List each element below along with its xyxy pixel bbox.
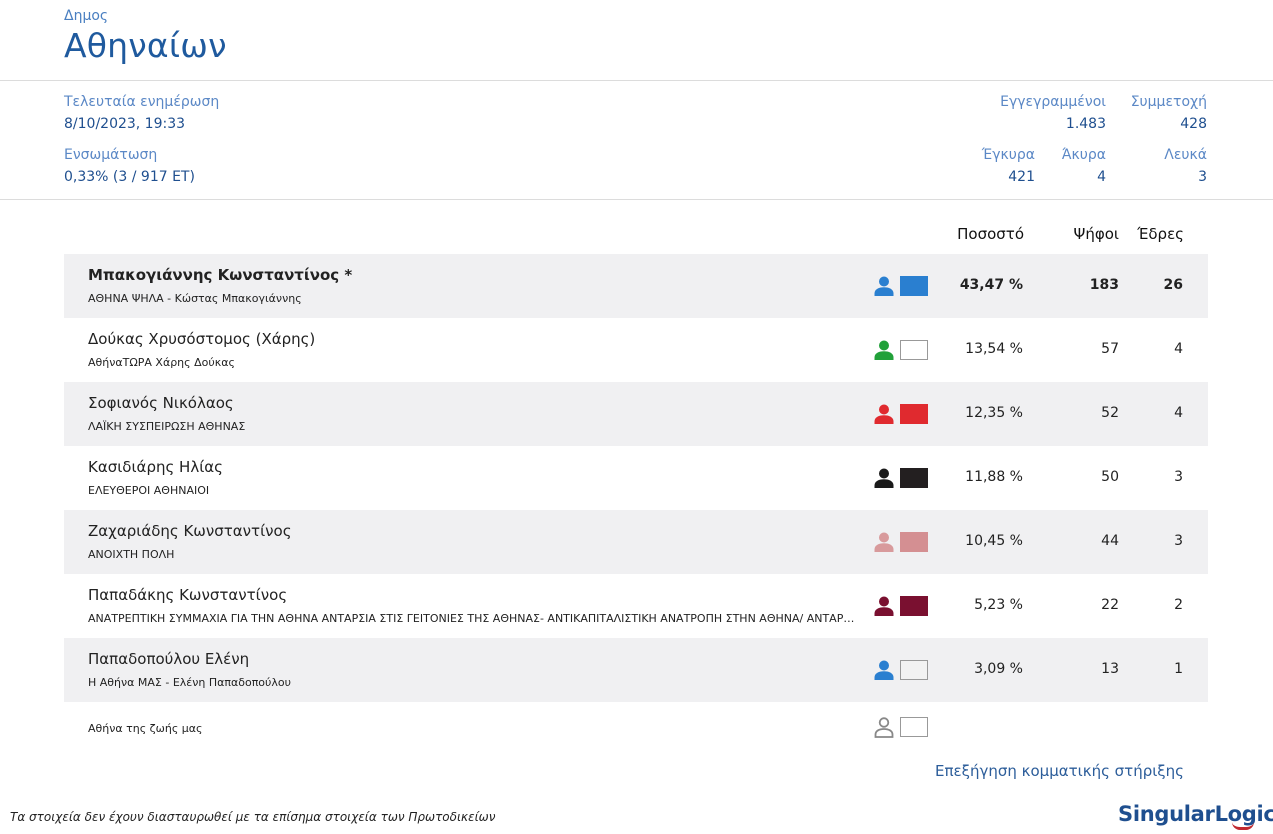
party-name: ΑΘΗΝΑ ΨΗΛΑ - Κώστας Μπακογιάννης <box>88 292 302 305</box>
party-name: Αθήνα της ζωής μας <box>88 722 203 735</box>
column-header-seats: Έδρες <box>1137 225 1184 243</box>
integration-value: 0,33% (3 / 917 ΕΤ) <box>64 169 195 185</box>
candidate-name: Ζαχαριάδης Κωνσταντίνος <box>88 522 292 540</box>
party-color-swatch <box>900 468 928 488</box>
divider <box>0 199 1273 200</box>
seats-value: 26 <box>1163 277 1183 293</box>
percent-value: 5,23 % <box>974 597 1023 613</box>
person-icon <box>872 715 896 739</box>
percent-value: 3,09 % <box>974 661 1023 677</box>
person-icon <box>872 530 896 554</box>
municipality-header: Δημος Αθηναίων <box>64 8 227 65</box>
valid-value: 421 <box>1008 169 1035 185</box>
candidate-name: Παπαδοπούλου Ελένη <box>88 650 250 668</box>
result-row[interactable]: Μπακογιάννης Κωνσταντίνος * ΑΘΗΝΑ ΨΗΛΑ - … <box>64 254 1208 318</box>
seats-value: 4 <box>1174 405 1183 421</box>
result-row[interactable]: Παπαδοπούλου Ελένη Η Αθήνα ΜΑΣ - Ελένη Πα… <box>64 638 1208 702</box>
votes-value: 44 <box>1101 533 1119 549</box>
votes-value: 183 <box>1089 277 1119 293</box>
percent-value: 11,88 % <box>965 469 1023 485</box>
person-icon <box>872 402 896 426</box>
registered-label: Εγγεγραμμένοι <box>1000 94 1106 110</box>
column-header-percent: Ποσοστό <box>957 225 1024 243</box>
party-name: ΕΛΕΥΘΕΡΟΙ ΑΘΗΝΑΙΟΙ <box>88 484 210 497</box>
result-row[interactable]: Παπαδάκης Κωνσταντίνος ΑΝΑΤΡΕΠΤΙΚΗ ΣΥΜΜΑΧ… <box>64 574 1208 638</box>
valid-label: Έγκυρα <box>981 147 1035 163</box>
invalid-label: Άκυρα <box>1061 147 1106 163</box>
integration-label: Ενσωμάτωση <box>64 147 158 163</box>
party-name: Η Αθήνα ΜΑΣ - Ελένη Παπαδοπούλου <box>88 676 292 689</box>
party-name: ΛΑΪΚΗ ΣΥΣΠΕΙΡΩΣΗ ΑΘΗΝΑΣ <box>88 420 246 433</box>
result-row[interactable]: Ζαχαριάδης Κωνσταντίνος ΑΝΟΙΧΤΗ ΠΟΛΗ 10,45… <box>64 510 1208 574</box>
party-name: ΑΝΟΙΧΤΗ ΠΟΛΗ <box>88 548 175 561</box>
seats-value: 3 <box>1174 533 1183 549</box>
percent-value: 12,35 % <box>965 405 1023 421</box>
blank-value: 3 <box>1198 169 1207 185</box>
seats-value: 3 <box>1174 469 1183 485</box>
person-icon <box>872 466 896 490</box>
candidate-name: Σοφιανός Νικόλαος <box>88 394 234 412</box>
votes-value: 57 <box>1101 341 1119 357</box>
result-row[interactable]: Σοφιανός Νικόλαος ΛΑΪΚΗ ΣΥΣΠΕΙΡΩΣΗ ΑΘΗΝΑΣ… <box>64 382 1208 446</box>
registered-value: 1.483 <box>1065 116 1106 132</box>
percent-value: 43,47 % <box>959 277 1023 293</box>
person-icon <box>872 274 896 298</box>
percent-value: 10,45 % <box>965 533 1023 549</box>
party-color-swatch <box>900 340 928 360</box>
disclaimer-text: Τα στοιχεία δεν έχουν διασταυρωθεί με τα… <box>10 810 496 824</box>
votes-value: 52 <box>1101 405 1119 421</box>
seats-value: 1 <box>1174 661 1183 677</box>
person-icon <box>872 658 896 682</box>
logo-swoosh-icon <box>1232 822 1254 830</box>
singularlogic-logo: SingularLogic <box>1118 802 1273 830</box>
votes-value: 13 <box>1101 661 1119 677</box>
party-color-swatch <box>900 717 928 737</box>
person-icon <box>872 338 896 362</box>
party-color-swatch <box>900 404 928 424</box>
votes-value: 22 <box>1101 597 1119 613</box>
party-name: ΑθήναΤΩΡΑ Χάρης Δούκας <box>88 356 235 369</box>
divider <box>0 80 1273 81</box>
municipality-kind: Δημος <box>64 8 109 24</box>
person-icon <box>872 594 896 618</box>
result-row[interactable]: Δούκας Χρυσόστομος (Χάρης) ΑθήναΤΩΡΑ Χάρη… <box>64 318 1208 382</box>
party-color-swatch <box>900 276 928 296</box>
votes-value: 50 <box>1101 469 1119 485</box>
column-header-votes: Ψήφοι <box>1073 225 1119 243</box>
seats-value: 2 <box>1174 597 1183 613</box>
municipality-name: Αθηναίων <box>64 26 227 65</box>
party-color-swatch <box>900 596 928 616</box>
last-update-value: 8/10/2023, 19:33 <box>64 116 186 132</box>
seats-value: 4 <box>1174 341 1183 357</box>
result-row[interactable]: Αθήνα της ζωής μας <box>64 702 1208 752</box>
turnout-label: Συμμετοχή <box>1130 94 1207 110</box>
last-update-label: Τελευταία ενημέρωση <box>64 94 220 110</box>
invalid-value: 4 <box>1097 169 1106 185</box>
percent-value: 13,54 % <box>965 341 1023 357</box>
party-color-swatch <box>900 660 928 680</box>
candidate-name: Μπακογιάννης Κωνσταντίνος * <box>88 266 353 284</box>
party-name: ΑΝΑΤΡΕΠΤΙΚΗ ΣΥΜΜΑΧΙΑ ΓΙΑ ΤΗΝ ΑΘΗΝΑ ΑΝΤΑΡ… <box>88 612 856 625</box>
party-support-explanation-link[interactable]: Επεξήγηση κομματικής στήριξης <box>935 762 1184 780</box>
blank-label: Λευκά <box>1164 147 1207 163</box>
turnout-value: 428 <box>1180 116 1207 132</box>
logo-text-singular: Singular <box>1118 802 1215 826</box>
party-color-swatch <box>900 532 928 552</box>
candidate-name: Παπαδάκης Κωνσταντίνος <box>88 586 288 604</box>
candidate-name: Δούκας Χρυσόστομος (Χάρης) <box>88 330 316 348</box>
result-row[interactable]: Κασιδιάρης Ηλίας ΕΛΕΥΘΕΡΟΙ ΑΘΗΝΑΙΟΙ 11,88 … <box>64 446 1208 510</box>
candidate-name: Κασιδιάρης Ηλίας <box>88 458 223 476</box>
